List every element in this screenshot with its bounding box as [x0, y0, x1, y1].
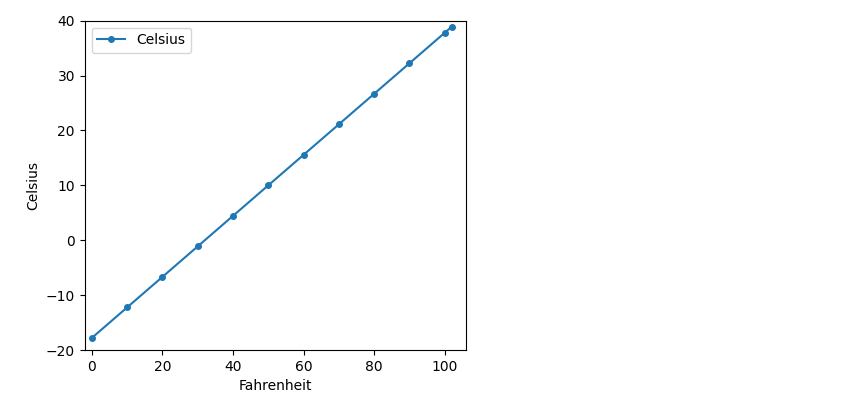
- Celsius: [334, 122, 344, 127]
- X-axis label: Fahrenheit: Fahrenheit: [239, 379, 312, 393]
- Celsius: [298, 152, 308, 157]
- Line: Celsius: Celsius: [89, 24, 455, 341]
- Celsius: [440, 30, 450, 35]
- Celsius: [369, 91, 379, 96]
- Legend: Celsius: Celsius: [91, 28, 191, 53]
- Celsius: [192, 244, 202, 249]
- Celsius: [122, 305, 132, 310]
- Celsius: [446, 24, 457, 29]
- Celsius: [263, 183, 274, 188]
- Celsius: [86, 335, 97, 340]
- Celsius: [158, 274, 168, 279]
- Celsius: [404, 61, 414, 66]
- Celsius: [228, 213, 238, 218]
- Y-axis label: Celsius: Celsius: [26, 161, 40, 210]
